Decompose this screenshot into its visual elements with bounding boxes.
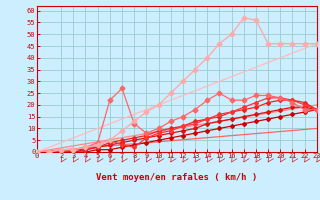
X-axis label: Vent moyen/en rafales ( km/h ): Vent moyen/en rafales ( km/h ) <box>96 173 257 182</box>
